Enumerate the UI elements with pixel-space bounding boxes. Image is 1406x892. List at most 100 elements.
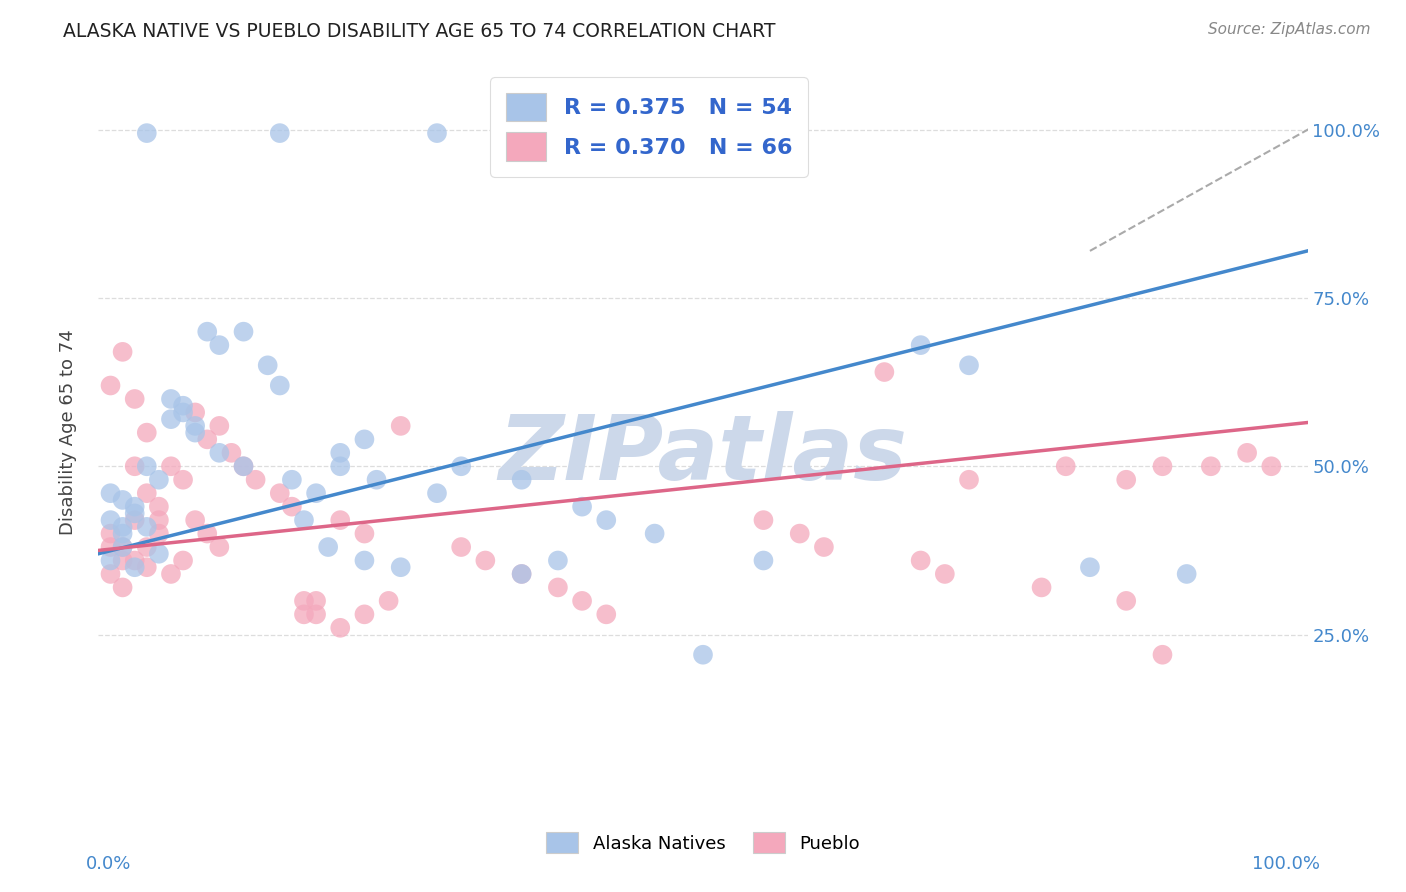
Point <box>595 607 617 622</box>
Point <box>100 553 122 567</box>
Point <box>160 459 183 474</box>
Point <box>184 425 207 440</box>
Point <box>221 446 243 460</box>
Point <box>1152 648 1174 662</box>
Point <box>100 526 122 541</box>
Point <box>316 540 339 554</box>
Point <box>957 473 980 487</box>
Point <box>172 405 194 419</box>
Point <box>329 621 352 635</box>
Point <box>450 459 472 474</box>
Point <box>172 553 194 567</box>
Point <box>208 338 231 352</box>
Point <box>1152 459 1174 474</box>
Point <box>232 459 254 474</box>
Point <box>148 500 170 514</box>
Point <box>148 526 170 541</box>
Point <box>124 500 146 514</box>
Point <box>124 459 146 474</box>
Point <box>366 473 388 487</box>
Point <box>292 594 315 608</box>
Point <box>208 418 231 433</box>
Point <box>208 446 231 460</box>
Point <box>269 126 291 140</box>
Text: 0.0%: 0.0% <box>86 855 132 872</box>
Point <box>305 594 328 608</box>
Point <box>571 500 593 514</box>
Point <box>100 540 122 554</box>
Point <box>172 473 194 487</box>
Point <box>160 566 183 581</box>
Point <box>353 433 375 447</box>
Point <box>389 418 412 433</box>
Point <box>510 566 533 581</box>
Point <box>547 553 569 567</box>
Point <box>160 392 183 406</box>
Point <box>873 365 896 379</box>
Point <box>1175 566 1198 581</box>
Point <box>111 540 134 554</box>
Point <box>232 325 254 339</box>
Point <box>124 507 146 521</box>
Point <box>111 526 134 541</box>
Text: Source: ZipAtlas.com: Source: ZipAtlas.com <box>1208 22 1371 37</box>
Point <box>124 392 146 406</box>
Point <box>957 359 980 373</box>
Point <box>148 547 170 561</box>
Text: ZIPatlas: ZIPatlas <box>499 411 907 499</box>
Point <box>389 560 412 574</box>
Point <box>1236 446 1258 460</box>
Y-axis label: Disability Age 65 to 74: Disability Age 65 to 74 <box>59 330 77 535</box>
Point <box>135 459 157 474</box>
Point <box>547 581 569 595</box>
Point <box>195 433 218 447</box>
Point <box>232 459 254 474</box>
Point <box>281 500 304 514</box>
Point <box>100 378 122 392</box>
Point <box>195 325 218 339</box>
Point <box>111 553 134 567</box>
Legend: Alaska Natives, Pueblo: Alaska Natives, Pueblo <box>538 825 868 861</box>
Point <box>510 566 533 581</box>
Point <box>111 520 134 534</box>
Point <box>571 594 593 608</box>
Point <box>1078 560 1101 574</box>
Point <box>1031 581 1053 595</box>
Point <box>510 473 533 487</box>
Point <box>474 553 496 567</box>
Point <box>135 520 157 534</box>
Point <box>292 513 315 527</box>
Point <box>281 473 304 487</box>
Point <box>135 425 157 440</box>
Point <box>135 560 157 574</box>
Point <box>184 513 207 527</box>
Point <box>111 581 134 595</box>
Point <box>184 418 207 433</box>
Text: ALASKA NATIVE VS PUEBLO DISABILITY AGE 65 TO 74 CORRELATION CHART: ALASKA NATIVE VS PUEBLO DISABILITY AGE 6… <box>63 22 776 41</box>
Point <box>813 540 835 554</box>
Point <box>111 540 134 554</box>
Point <box>292 607 315 622</box>
Point <box>426 126 449 140</box>
Point <box>644 526 666 541</box>
Point <box>100 566 122 581</box>
Point <box>450 540 472 554</box>
Point <box>111 492 134 507</box>
Point <box>353 607 375 622</box>
Point <box>329 459 352 474</box>
Point <box>1115 473 1137 487</box>
Point <box>100 486 122 500</box>
Point <box>135 486 157 500</box>
Point <box>1260 459 1282 474</box>
Point <box>426 486 449 500</box>
Point <box>208 540 231 554</box>
Point <box>269 486 291 500</box>
Point <box>172 399 194 413</box>
Point <box>100 513 122 527</box>
Point <box>377 594 399 608</box>
Point <box>245 473 267 487</box>
Point <box>135 126 157 140</box>
Point <box>910 338 932 352</box>
Point <box>195 526 218 541</box>
Point <box>111 344 134 359</box>
